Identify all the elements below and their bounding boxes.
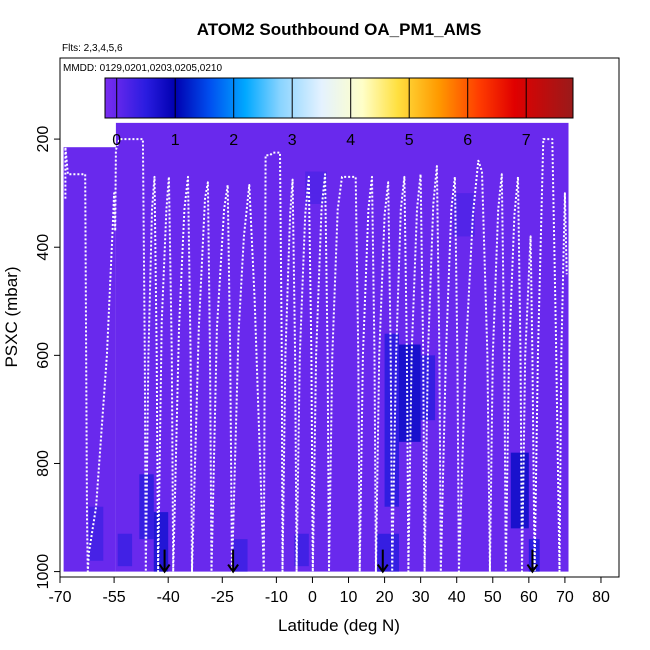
- y-tick-label-0: 200: [35, 126, 52, 153]
- colorbar-border: [104, 77, 574, 119]
- x-tick-label-4: -10: [265, 589, 288, 606]
- colorbar-tick-label-4: 4: [346, 132, 355, 149]
- y-tick-label-4: 1000: [35, 554, 52, 590]
- x-tick-label-12: 70: [556, 589, 574, 606]
- x-tick-label-11: 60: [520, 589, 538, 606]
- x-tick-label-7: 20: [376, 589, 394, 606]
- heatmap-segment-0: [63, 147, 116, 572]
- colorbar-tick-label-6: 6: [463, 132, 472, 149]
- x-tick-label-1: -55: [103, 589, 126, 606]
- heatmap-cell-5: [294, 533, 309, 567]
- heatmap-cell-0: [139, 474, 154, 540]
- heatmap-cell-11: [528, 539, 540, 572]
- x-axis-label: Latitude (deg N): [278, 616, 400, 635]
- x-tick-label-3: -25: [211, 589, 234, 606]
- y-tick-label-3: 800: [35, 450, 52, 477]
- marker-arrow-0: [158, 549, 171, 574]
- colorbar-tick-label-7: 7: [522, 132, 531, 149]
- colorbar-tick-label-3: 3: [288, 132, 297, 149]
- y-tick-label-2: 600: [35, 342, 52, 369]
- colorbar-tick-label-1: 1: [171, 132, 180, 149]
- heatmap-cell-13: [453, 193, 475, 237]
- chart-title: ATOM2 Southbound OA_PM1_AMS: [197, 20, 482, 39]
- colorbar-gradient: [105, 78, 573, 118]
- flight-track: [64, 138, 568, 573]
- y-tick-label-1: 400: [35, 234, 52, 261]
- heatmap-cell-3: [88, 506, 104, 561]
- colorbar-tick-label-0: 0: [112, 132, 121, 149]
- x-tick-label-13: 80: [592, 589, 610, 606]
- x-tick-label-9: 40: [448, 589, 466, 606]
- colorbar-tick-label-2: 2: [229, 132, 238, 149]
- x-tick-label-8: 30: [412, 589, 430, 606]
- x-tick-label-6: 10: [340, 589, 358, 606]
- flights-label: Flts: 2,3,4,5,6: [62, 43, 123, 54]
- y-axis-label: PSXC (mbar): [2, 266, 21, 367]
- marker-arrow-1: [227, 549, 239, 574]
- marker-arrow-3: [526, 549, 539, 574]
- plot-frame: [59, 57, 620, 578]
- heatmap-cell-1: [153, 512, 169, 572]
- colorbar-tick-label-5: 5: [405, 132, 414, 149]
- colorbar: 0 1 2 3 4 5 6 7: [104, 77, 574, 149]
- x-tick-label-2: -40: [157, 589, 180, 606]
- flight-track-line: [64, 138, 568, 573]
- heatmap-cell-12: [305, 171, 327, 204]
- marker-arrow-2: [376, 549, 389, 574]
- heatmap-cell-2: [117, 533, 133, 567]
- heatmap-cell-7: [399, 344, 421, 442]
- dates-label: MMDD: 0129,0201,0203,0205,0210: [63, 63, 222, 74]
- x-tick-label-10: 50: [484, 589, 502, 606]
- x-tick-label-5: 0: [308, 589, 317, 606]
- marker-arrows: [158, 549, 539, 574]
- y-axis: 200 400 600 800 1000: [35, 126, 60, 590]
- x-tick-label-0: -70: [48, 589, 71, 606]
- heatmap-cell-8: [377, 533, 400, 572]
- x-axis: -70 -55 -40 -25 -10 0 10 20 30 40 50 60 70 80: [48, 577, 610, 606]
- heatmap-cell-4: [233, 539, 248, 572]
- heatmap-cell-10: [510, 452, 529, 529]
